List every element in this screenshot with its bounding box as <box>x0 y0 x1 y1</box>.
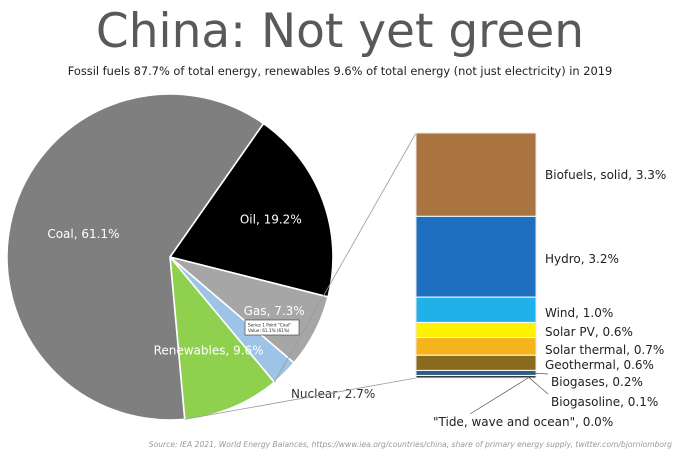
chart-title: China: Not yet green <box>95 4 585 59</box>
bar-leader-biogases <box>527 372 549 375</box>
tooltip-line-2: Value: 61.1% (61%) <box>248 328 290 333</box>
chart-subtitle: Fossil fuels 87.7% of total energy, rene… <box>67 64 613 78</box>
bar-label-solar-pv: Solar PV, 0.6% <box>545 325 633 339</box>
connector-line-top <box>273 132 417 383</box>
bar-outline <box>415 132 537 379</box>
bar-segment-geothermal[interactable] <box>415 354 537 371</box>
bar-label-solar-thermal: Solar thermal, 0.7% <box>545 343 664 357</box>
pie-label-gas: Gas, 7.3% <box>244 304 305 318</box>
bar-leader-tide-wave-and-ocean <box>469 377 529 415</box>
bar-label-geothermal: Geothermal, 0.6% <box>545 358 654 372</box>
source-note: Source: IEA 2021, World Energy Balances,… <box>148 440 672 449</box>
bar-segment-biofuels-solid[interactable] <box>415 132 537 217</box>
bar-label-biofuels-solid: Biofuels, solid, 3.3% <box>545 168 666 182</box>
bar-label-biogasoline: Biogasoline, 0.1% <box>551 395 658 409</box>
bar-label-biogases: Biogases, 0.2% <box>551 375 643 389</box>
bar-segment-biogases[interactable] <box>415 369 537 376</box>
bar-segment-solar-pv[interactable] <box>415 321 537 339</box>
bar-segment-wind[interactable] <box>415 296 537 323</box>
pie-labels: Oil, 19.2% Gas, 7.3% Nuclear, 2.7% Renewabl… <box>47 213 375 401</box>
stacked-bar-segments <box>415 132 537 379</box>
bar-label-tide-wave-and-ocean: "Tide, wave and ocean", 0.0% <box>433 415 613 429</box>
bar-label-hydro: Hydro, 3.2% <box>545 252 619 266</box>
stacked-bar-labels: Biofuels, solid, 3.3% Hydro, 3.2% Wind, 1.… <box>433 168 666 429</box>
pie-slice-coal[interactable] <box>6 93 265 421</box>
pie-slice-oil[interactable] <box>168 122 334 298</box>
pie-slices <box>6 93 334 421</box>
pie-label-renewables: Renewables, 9.6% <box>154 343 264 357</box>
connector-lines <box>184 132 417 420</box>
bar-segment-hydro[interactable] <box>415 215 537 298</box>
pie-label-nuclear: Nuclear, 2.7% <box>291 387 375 401</box>
bar-label-wind: Wind, 1.0% <box>545 306 613 320</box>
bar-segment-solar-thermal[interactable] <box>415 337 537 356</box>
pie-label-coal: Coal, 61.1% <box>47 227 119 241</box>
connector-line-bottom <box>184 377 417 420</box>
tooltip-line-1: Series 1 Point "Coal" <box>248 323 291 328</box>
data-point-tooltip: Series 1 Point "Coal" Value: 61.1% (61%) <box>244 319 300 336</box>
pie-label-oil: Oil, 19.2% <box>240 213 302 227</box>
bar-leader-biogasoline <box>527 376 549 395</box>
